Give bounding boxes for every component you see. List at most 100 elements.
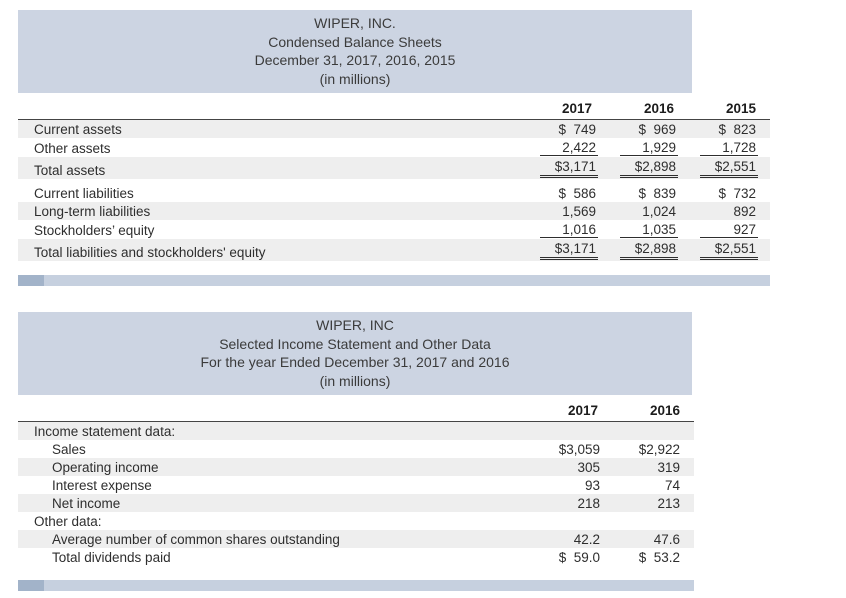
row-value: $ 59.0 (558, 549, 600, 565)
income-statement-column-headers: 2017 2016 (18, 395, 694, 422)
scrollbar-thumb[interactable] (18, 580, 44, 591)
table-row-long-term-liabilities: Long-term liabilities 1,569 1,024 892 (18, 202, 770, 220)
row-value: 2,422 (540, 140, 598, 156)
row-value: 74 (664, 477, 680, 493)
row-value: $ 53.2 (638, 549, 680, 565)
column-header-2017: 2017 (567, 403, 598, 418)
table-row-operating-income: Operating income 305 319 (18, 458, 694, 476)
value-cell: 74 (602, 478, 682, 493)
row-label: Other assets (34, 140, 111, 156)
row-value: 1,929 (620, 140, 678, 156)
balance-sheet-table: WIPER, INC. Condensed Balance Sheets Dec… (18, 10, 770, 286)
table-row-stockholders-equity: Stockholders’ equity 1,016 1,035 927 (18, 220, 770, 239)
row-value: $3,171 (540, 159, 598, 178)
row-label: Current assets (34, 121, 122, 137)
value-cell: $ 53.2 (602, 550, 682, 565)
value-cell: $2,922 (602, 442, 682, 457)
scrollbar-thumb[interactable] (18, 275, 44, 286)
table-row-average-shares: Average number of common shares outstand… (18, 530, 694, 548)
value-cell: 218 (522, 496, 602, 511)
value-cell: $ 59.0 (522, 550, 602, 565)
column-header-2016: 2016 (649, 403, 680, 418)
column-header-2017: 2017 (561, 101, 592, 116)
table-row-other-data-section: Other data: (18, 512, 694, 530)
balance-sheet-rows: Current assets $ 749 $ 969 $ 823 Other a… (18, 120, 770, 261)
table-row-other-assets: Other assets 2,422 1,929 1,728 (18, 138, 770, 157)
row-value: 93 (584, 477, 600, 493)
row-value: $3,059 (558, 441, 600, 457)
row-value: $ 732 (718, 185, 756, 201)
column-header-2016: 2016 (643, 101, 674, 116)
row-label: Total liabilities and stockholders' equi… (34, 244, 266, 260)
balance-sheet-column-headers: 2017 2016 2015 (18, 93, 770, 120)
row-value: 47.6 (653, 531, 680, 547)
value-cell: $ 969 (598, 122, 678, 137)
row-value: $2,551 (700, 159, 758, 178)
value-cell: 42.2 (522, 532, 602, 547)
value-cell: $3,059 (522, 442, 602, 457)
value-cell: 47.6 (602, 532, 682, 547)
row-label: Stockholders’ equity (34, 222, 155, 238)
title-line-dates: For the year Ended December 31, 2017 and… (200, 354, 510, 370)
row-value: 1,728 (700, 140, 758, 156)
table-row-net-income: Net income 218 213 (18, 494, 694, 512)
value-cell: $ 839 (598, 186, 678, 201)
title-line-units: (in millions) (319, 372, 391, 389)
row-value: $2,898 (620, 159, 678, 178)
row-value: 218 (577, 495, 600, 511)
value-cell: $ 732 (678, 186, 758, 201)
income-statement-title-block: WIPER, INC Selected Income Statement and… (18, 312, 692, 395)
value-cell (522, 424, 602, 439)
table-row-sales: Sales $3,059 $2,922 (18, 440, 694, 458)
table-row-total-dividends: Total dividends paid $ 59.0 $ 53.2 (18, 548, 694, 566)
row-value: $ 839 (638, 185, 676, 201)
row-value: 305 (577, 459, 600, 475)
value-cell: $3,171 (518, 159, 598, 178)
table-row-interest-expense: Interest expense 93 74 (18, 476, 694, 494)
value-cell: 93 (522, 478, 602, 493)
row-value: $2,898 (620, 241, 678, 260)
value-cell: 2,422 (518, 140, 598, 156)
row-value: 1,569 (562, 203, 596, 219)
row-label: Total dividends paid (52, 549, 171, 565)
value-cell: $2,898 (598, 159, 678, 178)
value-cell: 305 (522, 460, 602, 475)
row-value: 1,016 (540, 222, 598, 238)
row-label: Sales (52, 441, 86, 457)
row-value: $3,171 (540, 241, 598, 260)
row-label: Total assets (34, 162, 106, 178)
title-line-statement: Condensed Balance Sheets (268, 33, 442, 50)
value-cell: 1,016 (518, 222, 598, 238)
value-cell: $2,551 (678, 159, 758, 178)
horizontal-scrollbar[interactable] (18, 580, 694, 591)
row-value: 892 (733, 203, 756, 219)
row-value: $ 969 (638, 121, 676, 137)
income-statement-table: WIPER, INC Selected Income Statement and… (18, 312, 694, 591)
value-cell: $ 586 (518, 186, 598, 201)
row-label: Income statement data: (34, 423, 176, 439)
row-value: $2,922 (638, 441, 680, 457)
value-cell: $2,898 (598, 241, 678, 260)
balance-sheet-title-block: WIPER, INC. Condensed Balance Sheets Dec… (18, 10, 692, 93)
horizontal-scrollbar[interactable] (18, 275, 770, 286)
value-cell: $3,171 (518, 241, 598, 260)
value-cell: 1,569 (518, 204, 598, 219)
row-label: Long-term liabilities (34, 203, 151, 219)
row-value: $2,551 (700, 241, 758, 260)
row-value: 927 (700, 222, 758, 238)
row-label: Interest expense (52, 477, 152, 493)
row-value: $ 823 (718, 121, 756, 137)
value-cell (602, 514, 682, 529)
row-label: Average number of common shares outstand… (52, 531, 340, 547)
table-row-income-statement-section: Income statement data: (18, 422, 694, 440)
value-cell: 1,929 (598, 140, 678, 156)
title-line-statement: Selected Income Statement and Other Data (219, 335, 491, 352)
row-value: 319 (657, 459, 680, 475)
row-label: Operating income (52, 459, 159, 475)
value-cell: 1,035 (598, 222, 678, 238)
row-label: Current liabilities (34, 185, 134, 201)
column-header-2015: 2015 (725, 101, 756, 116)
value-cell: 213 (602, 496, 682, 511)
table-row-total-assets: Total assets $3,171 $2,898 $2,551 (18, 157, 770, 179)
